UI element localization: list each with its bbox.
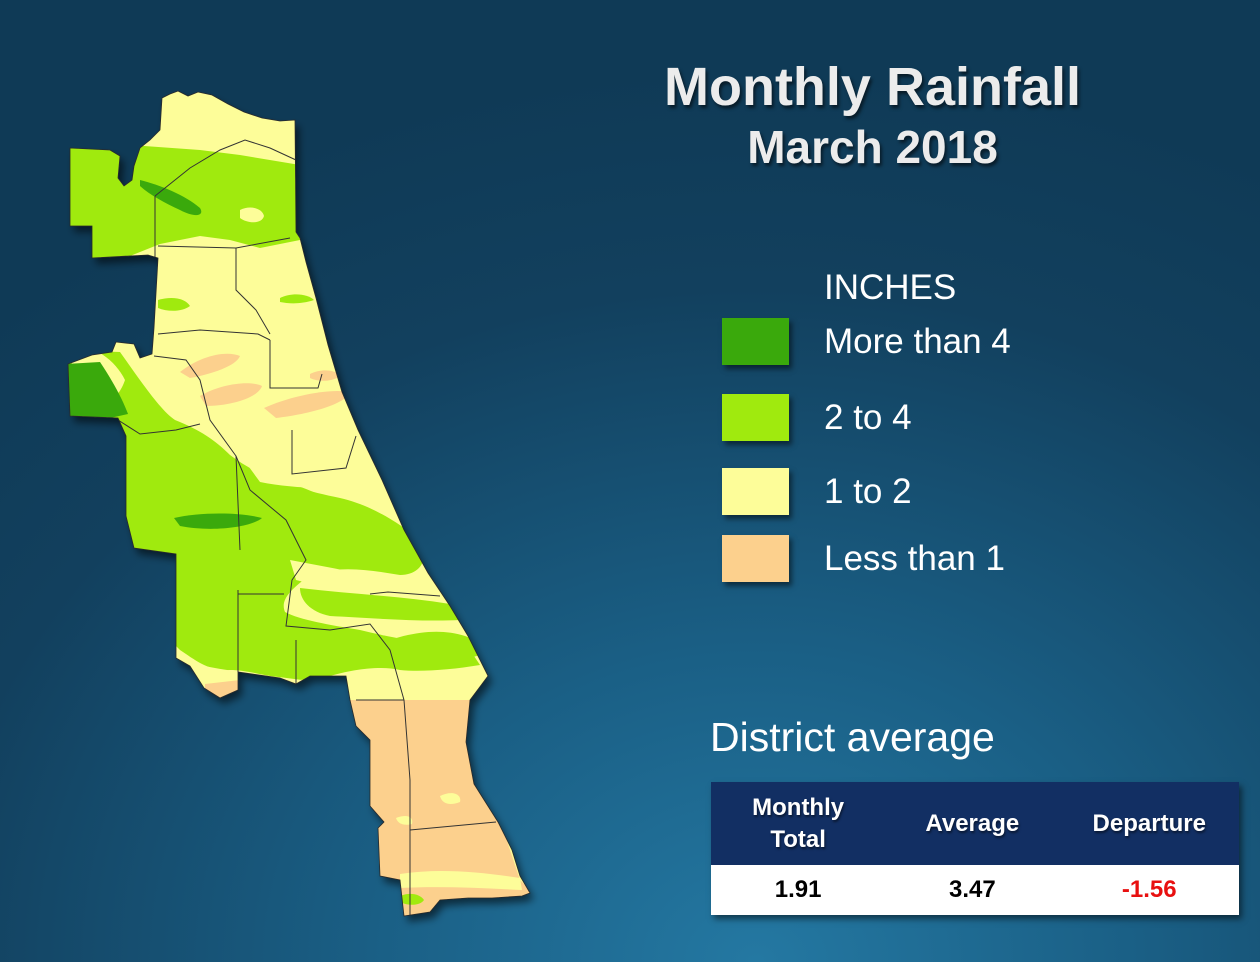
zone-2-to-4 (300, 588, 460, 621)
zone-1-to-2 (240, 207, 264, 223)
zone-less-than-1 (180, 353, 240, 378)
zone-1-to-2 (396, 816, 413, 825)
zone-1-to-2 (400, 871, 522, 890)
table-header-row: Monthly Total Average Departure (711, 782, 1239, 865)
rainfall-zones (68, 91, 530, 916)
district-average-table: Monthly Total Average Departure 1.91 3.4… (711, 782, 1239, 915)
zone-more-than-4 (68, 362, 128, 418)
legend-label: 2 to 4 (824, 398, 912, 437)
zone-2-to-4 (158, 298, 190, 311)
zone-1-to-2 (238, 450, 380, 488)
zone-less-than-1 (200, 383, 262, 406)
zone-2-to-4 (280, 480, 395, 552)
map-subtitle: March 2018 (747, 121, 998, 173)
legend-swatch-more-than-4 (722, 318, 789, 365)
map-title: Monthly Rainfall (664, 57, 1081, 117)
departure-value: -1.56 (1059, 865, 1239, 915)
column-header-departure: Departure (1059, 782, 1239, 865)
district-rainfall-map (67, 90, 531, 917)
zone-less-than-1 (264, 390, 350, 418)
zone-2-to-4 (390, 631, 480, 665)
zone-more-than-4 (174, 513, 262, 529)
column-header-monthly-total: Monthly Total (711, 782, 886, 865)
column-header-average: Average (885, 782, 1060, 865)
legend-label: 1 to 2 (824, 472, 912, 511)
district-average-heading: District average (710, 714, 995, 760)
zone-more-than-4 (140, 180, 202, 216)
legend-swatch-1-to-2 (722, 468, 789, 515)
legend-heading: INCHES (824, 268, 957, 307)
zone-2-to-4 (280, 294, 314, 304)
legend-swatch-less-than-1 (722, 535, 789, 582)
legend-swatch-2-to-4 (722, 394, 789, 441)
zone-2-to-4 (400, 893, 424, 905)
legend-label: More than 4 (824, 322, 1011, 361)
zone-less-than-1 (310, 370, 340, 381)
county-boundaries (117, 139, 497, 916)
zone-less-than-1 (340, 700, 530, 916)
table-row: 1.91 3.47 -1.56 (711, 865, 1239, 915)
zone-1-to-2 (440, 793, 461, 804)
monthly-total-value: 1.91 (711, 865, 886, 915)
average-value: 3.47 (885, 865, 1060, 915)
zone-1-to-2 (290, 560, 380, 591)
legend-label: Less than 1 (824, 539, 1005, 578)
